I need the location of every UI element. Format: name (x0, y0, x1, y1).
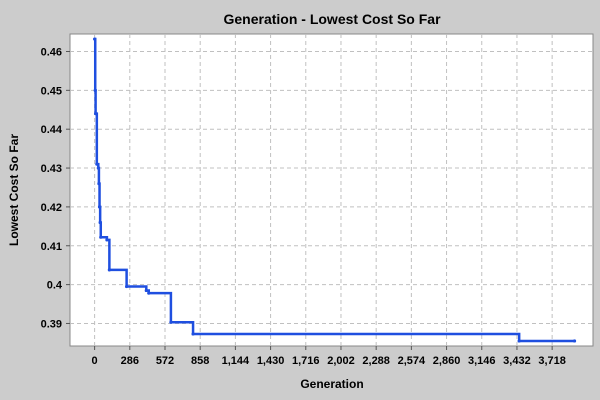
data-point (107, 268, 111, 272)
y-tick-label: 0.46 (41, 46, 62, 58)
series-layer (93, 37, 577, 343)
data-point (572, 339, 577, 343)
grid (70, 34, 593, 346)
data-point (93, 112, 98, 116)
x-axis: 0 286 572 858 1,144 1,430 1,716 2,002 2,288 2,574… (92, 346, 566, 367)
data-point (169, 320, 173, 324)
data-point (95, 162, 99, 166)
x-tick-label: 286 (121, 355, 139, 367)
series-line (93, 37, 575, 343)
y-tick-label: 0.43 (41, 163, 62, 175)
data-point (99, 235, 103, 239)
x-tick-label: 3,432 (503, 355, 531, 367)
data-point (105, 238, 109, 242)
data-point (125, 284, 129, 289)
y-tick-label: 0.44 (41, 124, 63, 136)
x-tick-label: 1,430 (257, 355, 285, 367)
y-tick-label: 0.45 (41, 85, 62, 97)
data-point (93, 37, 97, 41)
y-axis: 0.39 0.4 0.41 0.42 0.43 0.44 0.45 0.46 (41, 46, 70, 330)
x-tick-label: 0 (92, 355, 98, 367)
y-tick-label: 0.41 (41, 241, 62, 253)
x-tick-label: 572 (156, 355, 174, 367)
y-tick-label: 0.4 (47, 280, 63, 292)
data-point (97, 205, 102, 209)
x-tick-label: 2,860 (433, 355, 461, 367)
data-point (93, 88, 97, 92)
y-tick-label: 0.39 (41, 318, 62, 330)
x-tick-label: 3,718 (538, 355, 566, 367)
chart-title: Generation - Lowest Cost So Far (223, 11, 441, 27)
data-point (147, 291, 151, 295)
x-tick-label: 2,574 (398, 355, 426, 367)
data-point (98, 220, 102, 225)
x-tick-label: 1,144 (222, 355, 250, 367)
y-tick-label: 0.42 (41, 202, 62, 214)
x-tick-label: 2,002 (327, 355, 355, 367)
x-tick-label: 3,146 (468, 355, 496, 367)
data-point (96, 166, 100, 170)
x-tick-label: 2,288 (362, 355, 390, 367)
data-point (144, 288, 148, 293)
data-point (517, 339, 521, 343)
x-tick-label: 858 (191, 355, 209, 367)
plot-area (69, 33, 594, 347)
data-point (191, 332, 195, 336)
y-axis-label: Lowest Cost So Far (7, 134, 21, 246)
x-axis-label: Generation (300, 377, 363, 391)
x-tick-label: 1,716 (292, 355, 320, 367)
data-point (97, 181, 101, 186)
